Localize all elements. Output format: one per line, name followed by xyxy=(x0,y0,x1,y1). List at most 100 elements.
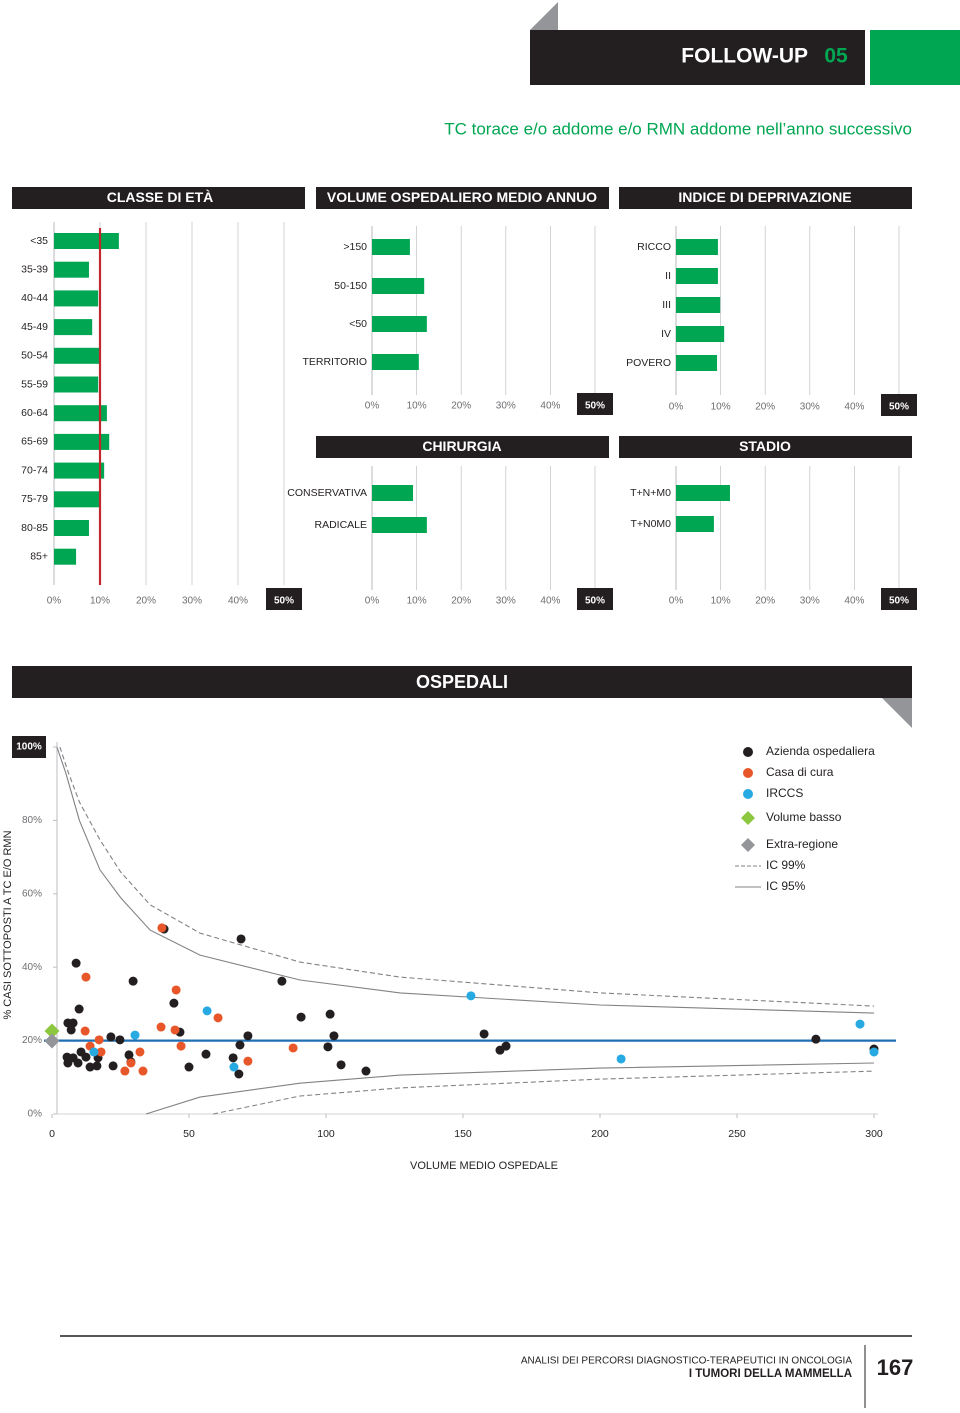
subtitle: TC torace e/o addome e/o RMN addome nell… xyxy=(444,119,912,138)
data-point xyxy=(479,1029,489,1039)
x-tick-label: 40% xyxy=(228,596,248,607)
data-point xyxy=(135,1047,145,1057)
data-point xyxy=(156,1022,166,1032)
x-tick-label: 0% xyxy=(47,596,62,607)
confidence-line xyxy=(145,1062,875,1115)
legend-marker xyxy=(743,768,753,778)
corner-triangle xyxy=(882,698,912,728)
panel-title: CLASSE DI ETÀ xyxy=(107,189,214,205)
x-tick-label: 50% xyxy=(274,596,294,607)
legend-label: Extra-regione xyxy=(766,837,838,851)
data-point xyxy=(361,1066,371,1076)
data-point xyxy=(229,1062,239,1072)
category-label: IV xyxy=(661,328,671,340)
data-point xyxy=(71,958,81,968)
bar xyxy=(676,297,721,313)
data-point xyxy=(85,1062,95,1072)
bar xyxy=(676,355,718,371)
data-point xyxy=(329,1031,339,1041)
category-label: T+N0M0 xyxy=(630,518,671,530)
page-number: 167 xyxy=(877,1355,914,1380)
data-point xyxy=(130,1030,140,1040)
category-label: 35-39 xyxy=(21,263,48,275)
x-tick-label: 200 xyxy=(591,1128,609,1140)
legend-label: Volume basso xyxy=(766,810,842,824)
category-label: 75-79 xyxy=(21,493,48,505)
category-label: TERRITORIO xyxy=(302,356,367,368)
bar xyxy=(676,326,725,342)
category-label: T+N+M0 xyxy=(630,487,671,499)
y-tick-label: 20% xyxy=(22,1035,42,1046)
data-point xyxy=(176,1041,186,1051)
bar xyxy=(372,517,427,533)
bar xyxy=(54,548,77,565)
panel-title: VOLUME OSPEDALIERO MEDIO ANNUO xyxy=(327,189,597,205)
category-label: 70-74 xyxy=(21,464,48,476)
x-tick-label: 30% xyxy=(800,596,820,607)
x-tick-label: 40% xyxy=(540,596,560,607)
bar xyxy=(54,347,100,364)
category-label: 45-49 xyxy=(21,321,48,333)
y-axis-title: % CASI SOTTOPOSTI A TC E/O RMN xyxy=(2,830,14,1019)
category-label: 55-59 xyxy=(21,378,48,390)
y-tick-label: 80% xyxy=(22,815,42,826)
data-point xyxy=(243,1031,253,1041)
data-point xyxy=(157,923,167,933)
panel-header xyxy=(619,187,912,209)
bar xyxy=(372,485,414,501)
tick-highlight xyxy=(881,394,917,416)
data-point xyxy=(73,1058,83,1068)
legend-marker xyxy=(741,811,755,825)
panel-title: OSPEDALI xyxy=(416,672,508,692)
data-point xyxy=(94,1035,104,1045)
bar xyxy=(54,376,99,393)
footer-book: I TUMORI DELLA MAMMELLA xyxy=(689,1368,852,1380)
x-tick-label: 20% xyxy=(755,402,775,413)
panel-header xyxy=(12,666,912,698)
data-point xyxy=(323,1042,333,1052)
confidence-line xyxy=(212,1070,875,1115)
x-tick-label: 250 xyxy=(728,1128,746,1140)
bar xyxy=(54,462,105,479)
data-point xyxy=(236,934,246,944)
legend-label: IC 95% xyxy=(766,879,806,893)
y-tick-label: 100% xyxy=(16,742,42,753)
data-point xyxy=(96,1047,106,1057)
category-label: 85+ xyxy=(30,550,48,562)
category-label: II xyxy=(665,270,671,282)
section-title: FOLLOW-UP xyxy=(681,45,808,68)
panel-header xyxy=(619,436,912,458)
tick-highlight xyxy=(881,588,917,610)
x-tick-label: 20% xyxy=(755,596,775,607)
x-tick-label: 50% xyxy=(889,596,909,607)
data-point xyxy=(243,1056,253,1066)
bar xyxy=(676,239,718,255)
bar xyxy=(372,278,425,294)
data-point xyxy=(277,976,287,986)
data-point xyxy=(66,1025,76,1035)
bar xyxy=(372,239,410,255)
legend-label: Azienda ospedaliera xyxy=(766,744,875,758)
data-point xyxy=(115,1035,125,1045)
data-point xyxy=(138,1066,148,1076)
x-tick-label: 50% xyxy=(889,402,909,413)
panel-title: CHIRURGIA xyxy=(422,438,501,454)
bar xyxy=(54,520,89,536)
bar xyxy=(372,354,419,370)
data-point xyxy=(202,1006,212,1016)
category-label: 50-54 xyxy=(21,350,48,362)
data-point xyxy=(213,1013,223,1023)
x-tick-label: 40% xyxy=(540,401,560,412)
x-tick-label: 150 xyxy=(454,1128,472,1140)
tick-highlight xyxy=(266,588,302,610)
category-label: 60-64 xyxy=(21,407,48,419)
x-tick-label: 30% xyxy=(496,401,516,412)
bar xyxy=(54,233,119,249)
tick-highlight xyxy=(12,736,46,758)
data-point xyxy=(80,1026,90,1036)
category-label: <35 xyxy=(30,235,48,247)
y-tick-label: 0% xyxy=(28,1109,43,1120)
category-label: CONSERVATIVA xyxy=(287,487,367,499)
bar xyxy=(54,261,89,278)
